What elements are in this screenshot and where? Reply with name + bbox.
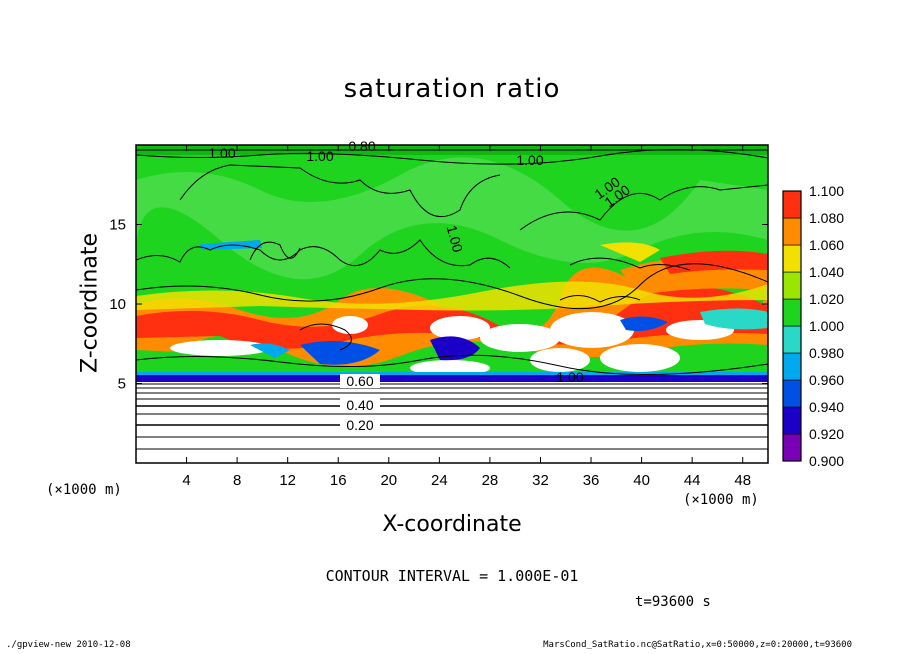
colorbar-swatch — [782, 190, 802, 219]
colorbar-swatch — [782, 352, 802, 381]
contour-label: 1.00 — [306, 148, 333, 164]
y-axis-ticks: 5 10 15 — [109, 217, 768, 393]
cloud-blob — [530, 348, 590, 372]
x-unit-label-right: (×1000 m) — [683, 492, 759, 508]
field-blue-patch — [430, 336, 480, 361]
x-tick-label: 28 — [482, 472, 499, 489]
colorbar-label: 1.100 — [809, 183, 844, 199]
field-blue-patch — [620, 316, 668, 331]
colorbar-label: 0.980 — [809, 345, 844, 361]
colorbar: 0.900 0.920 0.940 0.960 0.980 1.000 1.020 1.040… — [782, 183, 844, 469]
time-stamp: t=93600 s — [635, 594, 711, 610]
x-tick-label: 24 — [431, 472, 448, 489]
colorbar-swatch — [782, 271, 802, 300]
contour-labels: 1.00 1.000.801.001.001.001.000.600.400.20… — [208, 138, 633, 433]
x-tick-label: 44 — [684, 472, 701, 489]
cloud-blob — [170, 340, 270, 356]
x-tick-label: 16 — [330, 472, 347, 489]
x-tick-label: 40 — [633, 472, 650, 489]
y-tick-label: 5 — [118, 376, 126, 393]
x-tick-label: 32 — [532, 472, 549, 489]
contour-label: 1.00 — [444, 223, 467, 254]
field-blue-patch — [300, 341, 380, 365]
plot-area — [136, 145, 768, 463]
footer-right: MarsCond_SatRatio.nc@SatRatio,x=0:50000,… — [543, 640, 852, 650]
field-yellow-right — [600, 242, 660, 262]
cloud-blob — [332, 316, 368, 334]
colorbar-label: 1.060 — [809, 237, 844, 253]
x-unit-label-left: (×1000 m) — [46, 482, 122, 498]
y-tick-label: 10 — [109, 296, 126, 313]
colorbar-swatch — [782, 433, 802, 462]
x-tick-label: 48 — [734, 472, 751, 489]
contour-label: 1.00 — [516, 152, 543, 168]
colorbar-swatch — [782, 325, 802, 354]
field-boundary-top — [136, 372, 768, 375]
cloud-blob — [430, 316, 490, 340]
colorbar-swatch — [782, 244, 802, 273]
colorbar-label: 1.040 — [809, 264, 844, 280]
contour-lines-upper — [136, 149, 768, 376]
colorbar-swatch — [782, 298, 802, 327]
colorbar-label: 1.080 — [809, 210, 844, 226]
cloud-blob — [480, 324, 560, 352]
colorbar-swatch — [782, 217, 802, 246]
colorbar-label: 1.000 — [809, 318, 844, 334]
contour-label: 0.80 — [348, 138, 375, 154]
field-cyan-patch — [700, 308, 768, 330]
cloud-blob — [600, 344, 680, 372]
chart-title: saturation ratio — [343, 74, 561, 104]
field-yellow-band — [136, 281, 768, 311]
x-tick-label: 36 — [583, 472, 600, 489]
y-tick-label: 15 — [109, 217, 126, 234]
field-boundary-layer — [136, 374, 768, 382]
field-cyan-patch — [250, 343, 290, 358]
colorbar-label: 0.920 — [809, 426, 844, 442]
colorbar-label: 0.960 — [809, 372, 844, 388]
contour-label: 0.20 — [346, 417, 373, 433]
y-axis-label: Z-coordinate — [77, 233, 103, 373]
footer-left: ./gpview-new 2010-12-08 — [6, 640, 131, 650]
x-axis-label: X-coordinate — [382, 512, 522, 537]
x-axis-ticks: 4 8 12 16 20 24 28 32 36 40 44 48 — [182, 145, 751, 489]
contour-label-bg — [340, 398, 380, 412]
contour-interval-text: CONTOUR INTERVAL = 1.000E-01 — [325, 567, 579, 585]
contour-label: 0.40 — [346, 397, 373, 413]
colorbar-swatch — [782, 379, 802, 408]
x-tick-label: 12 — [279, 472, 296, 489]
colorbar-frame — [782, 190, 802, 462]
cloud-blob — [550, 312, 634, 348]
colorbar-label: 1.020 — [809, 291, 844, 307]
contour-label: 1.00 — [208, 145, 235, 161]
x-tick-label: 20 — [380, 472, 397, 489]
contour-label: 0.60 — [346, 373, 373, 389]
contour-label: 1.00 — [556, 369, 583, 385]
x-tick-label: 8 — [233, 472, 241, 489]
contour-label-bg — [340, 374, 380, 388]
colorbar-label: 0.940 — [809, 399, 844, 415]
colorbar-label: 0.900 — [809, 453, 844, 469]
field-red-right — [660, 250, 768, 274]
contour-label-bg — [340, 418, 380, 432]
colorbar-swatch — [782, 406, 802, 435]
x-tick-label: 4 — [182, 472, 190, 489]
contour-lines-lower — [136, 383, 768, 450]
